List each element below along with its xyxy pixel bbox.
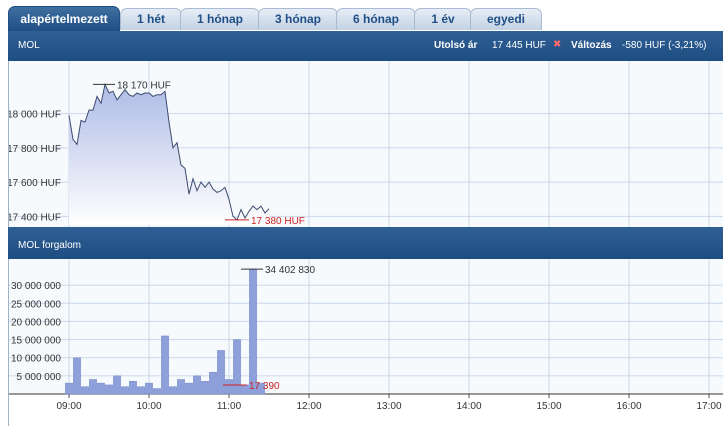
volume-bar: [89, 379, 97, 395]
price-area: [69, 84, 269, 226]
period-tab-bar: alapértelmezett 1 hét 1 hónap 3 hónap 6 …: [0, 0, 723, 31]
tab-3-month[interactable]: 3 hónap: [258, 8, 338, 30]
tab-1-year[interactable]: 1 év: [414, 8, 472, 30]
volume-x-tick-label: 09:00: [56, 401, 81, 412]
price-header: MOL Utolsó ár 17 445 HUF ✖ Változás -580…: [8, 31, 723, 61]
tab-custom[interactable]: egyedi: [470, 8, 542, 30]
volume-bar: [217, 350, 225, 395]
volume-bar: [193, 375, 201, 395]
volume-bar: [257, 382, 265, 395]
volume-tick-label: 5 000 000: [17, 372, 62, 383]
change-label: Változás: [571, 40, 612, 51]
tab-default[interactable]: alapértelmezett: [8, 6, 120, 31]
volume-tick-label: 30 000 000: [11, 281, 61, 292]
tab-1-week[interactable]: 1 hét: [120, 8, 182, 30]
volume-bar: [185, 382, 193, 395]
volume-bar: [153, 388, 161, 395]
volume-x-tick-label: 13:00: [376, 401, 401, 412]
volume-bar: [145, 382, 153, 395]
volume-bar: [129, 381, 137, 395]
price-chart: 17 400 HUF 17 600 HUF 17 800 HUF 18 000 HUF…: [7, 61, 723, 227]
last-price-value: 17 445 HUF: [492, 40, 546, 51]
volume-x-tick-label: 14:00: [456, 401, 481, 412]
volume-bar: [169, 386, 177, 395]
volume-tick-label: 15 000 000: [11, 336, 61, 347]
price-tick-label: 17 600 HUF: [9, 178, 61, 189]
volume-x-tick-label: 11:00: [217, 401, 242, 412]
price-chart-panel: 17 400 HUF 17 600 HUF 17 800 HUF 18 000 HUF…: [7, 61, 723, 227]
volume-max-label: 34 402 830: [265, 265, 315, 276]
change-value: -580 HUF (-3,21%): [622, 40, 707, 51]
volume-bar: [209, 371, 217, 395]
volume-bar: [81, 386, 89, 395]
volume-bar: [177, 379, 185, 395]
volume-x-tick-label: 10:00: [136, 401, 161, 412]
volume-bar: [161, 335, 169, 395]
price-tick-label: 17 400 HUF: [9, 212, 61, 223]
volume-tick-label: 20 000 000: [11, 317, 61, 328]
volume-tick-label: 25 000 000: [11, 299, 61, 310]
volume-bar: [65, 382, 73, 395]
price-max-label: 18 170 HUF: [117, 80, 171, 91]
volume-bar: [241, 384, 249, 395]
price-tick-label: 17 800 HUF: [9, 144, 61, 155]
volume-tick-label: 10 000 000: [11, 354, 61, 365]
volume-bar: [73, 357, 81, 395]
volume-bar: [225, 379, 233, 395]
volume-bar: [105, 384, 113, 395]
volume-bar: [113, 375, 121, 395]
volume-bar: [233, 339, 241, 395]
tab-6-month[interactable]: 6 hónap: [336, 8, 416, 30]
volume-bar: [97, 382, 105, 395]
price-line: [68, 82, 270, 221]
volume-bar: [121, 386, 129, 395]
volume-bar: [137, 386, 145, 395]
volume-header: MOL forgalom: [8, 227, 723, 259]
volume-x-tick-label: 17:00: [696, 401, 721, 412]
volume-chart-panel: 09:00 10:00 11:00 12:00 13:00 14:00 15:00 16:00…: [8, 259, 723, 426]
ticker-label: MOL: [18, 40, 40, 51]
volume-chart: 09:00 10:00 11:00 12:00 13:00 14:00 15:00 16:00…: [9, 259, 723, 412]
down-arrow-icon: ✖: [553, 39, 562, 50]
tab-1-month[interactable]: 1 hónap: [180, 8, 260, 30]
volume-bar: [201, 381, 209, 395]
price-min-label: 17 380 HUF: [251, 216, 305, 227]
price-tick-label: 18 000 HUF: [9, 110, 61, 121]
last-price-label: Utolsó ár: [434, 40, 478, 51]
volume-x-tick-label: 15:00: [536, 401, 561, 412]
volume-x-tick-label: 12:00: [296, 401, 321, 412]
volume-plot-background: [9, 259, 723, 394]
volume-x-tick-label: 16:00: [616, 401, 641, 412]
volume-bar: [249, 268, 257, 395]
volume-min-label: 17 390: [249, 381, 280, 392]
volume-title: MOL forgalom: [18, 240, 81, 251]
